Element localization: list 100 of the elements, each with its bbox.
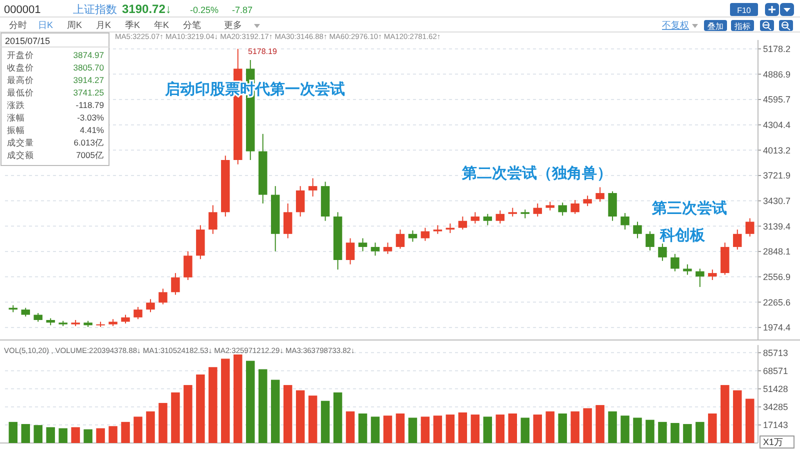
y-tick-label: 4013.2 bbox=[763, 145, 791, 156]
text: 周K bbox=[67, 20, 82, 30]
candlestick bbox=[146, 298, 155, 313]
text: 年K bbox=[154, 20, 170, 30]
bar bbox=[296, 390, 305, 443]
y-tick-label: 34285 bbox=[763, 402, 788, 412]
candlestick bbox=[708, 269, 717, 280]
bar bbox=[283, 385, 292, 443]
annotation: 3874.97 bbox=[73, 50, 104, 60]
annotation: 成交额 bbox=[7, 150, 34, 160]
candlestick bbox=[558, 202, 567, 216]
text: 月K bbox=[96, 20, 112, 30]
candlestick bbox=[658, 242, 667, 262]
bar bbox=[608, 411, 617, 443]
y-tick-label: 3721.9 bbox=[763, 170, 791, 181]
text: 更多 bbox=[224, 20, 242, 30]
text: 上证指数 bbox=[73, 3, 117, 16]
bar bbox=[121, 422, 130, 443]
bar bbox=[196, 374, 205, 443]
bar bbox=[696, 422, 704, 443]
bar bbox=[34, 425, 42, 443]
bar bbox=[320, 400, 330, 443]
bar bbox=[683, 424, 692, 443]
text: 指标 bbox=[734, 22, 750, 31]
candlestick bbox=[296, 186, 305, 218]
y-tick-label: 51428 bbox=[763, 384, 788, 394]
bar bbox=[346, 411, 355, 443]
annotation: 收盘价 bbox=[7, 62, 34, 72]
annotation: 6.013亿 bbox=[74, 138, 104, 148]
bar bbox=[71, 427, 80, 443]
bar bbox=[658, 422, 667, 443]
bar bbox=[733, 390, 742, 443]
bar bbox=[583, 408, 592, 443]
candlestick bbox=[458, 216, 468, 230]
annotation: -118.79 bbox=[76, 100, 104, 110]
bar bbox=[221, 358, 230, 443]
bar bbox=[520, 418, 530, 443]
candlestick bbox=[208, 204, 218, 234]
bar bbox=[171, 392, 180, 443]
annotation: 3741.25 bbox=[73, 88, 104, 98]
text: F10 bbox=[737, 6, 752, 15]
candlestick bbox=[370, 242, 380, 256]
bar bbox=[458, 412, 468, 443]
annotation: 涨跌 bbox=[7, 100, 25, 110]
bar bbox=[208, 367, 218, 443]
text: -0.25% bbox=[190, 5, 219, 15]
bar bbox=[158, 402, 168, 443]
candlestick bbox=[470, 212, 480, 224]
bar bbox=[184, 385, 192, 443]
text: 日K bbox=[38, 20, 54, 30]
annotation: -3.03% bbox=[77, 112, 104, 122]
candlestick bbox=[496, 210, 504, 224]
candlestick bbox=[396, 229, 405, 250]
bar bbox=[358, 413, 368, 443]
bar bbox=[96, 428, 105, 443]
y-tick-label: 5178.2 bbox=[763, 44, 791, 54]
annotation: 成交量 bbox=[7, 138, 34, 148]
y-axis-title: X1万 bbox=[763, 437, 784, 447]
y-tick-label: 68571 bbox=[763, 366, 788, 376]
bar bbox=[633, 418, 642, 443]
candlestick bbox=[158, 288, 168, 305]
bar bbox=[546, 411, 554, 443]
candlestick bbox=[608, 190, 617, 222]
annotation: 第三次尝试 bbox=[651, 200, 727, 217]
bar bbox=[596, 405, 604, 443]
annotation: 最低价 bbox=[7, 88, 34, 98]
bar bbox=[234, 354, 242, 443]
text: 叠加 bbox=[708, 22, 724, 31]
annotation: 开盘价 bbox=[7, 50, 34, 60]
bar bbox=[620, 416, 630, 443]
annotation: 7005亿 bbox=[76, 150, 104, 160]
candlestick bbox=[533, 202, 542, 218]
annotation: 3805.70 bbox=[73, 62, 104, 72]
y-tick-label: 2265.6 bbox=[763, 297, 791, 308]
bar bbox=[270, 380, 280, 443]
text: 000001 bbox=[4, 4, 41, 16]
candlestick bbox=[358, 238, 368, 252]
candlestick bbox=[134, 306, 142, 320]
bar bbox=[396, 413, 405, 443]
bar bbox=[720, 385, 730, 443]
bar bbox=[21, 424, 30, 443]
bar bbox=[496, 414, 504, 443]
annotation: 振幅 bbox=[7, 125, 25, 135]
bar bbox=[570, 411, 580, 443]
bar bbox=[433, 416, 442, 443]
bar bbox=[708, 413, 717, 443]
bar bbox=[533, 414, 542, 443]
y-tick-label: 2848.1 bbox=[763, 246, 791, 257]
candlestick bbox=[483, 213, 492, 226]
bar bbox=[308, 396, 318, 443]
text: 不复权 bbox=[662, 20, 689, 30]
y-tick-label: 85713 bbox=[763, 348, 788, 358]
bar bbox=[46, 427, 55, 443]
candlestick bbox=[583, 195, 592, 207]
bar bbox=[383, 416, 392, 443]
bar bbox=[146, 411, 155, 443]
candlestick bbox=[620, 212, 630, 230]
bar bbox=[8, 422, 18, 443]
candlestick bbox=[646, 230, 654, 251]
bar bbox=[258, 369, 268, 443]
